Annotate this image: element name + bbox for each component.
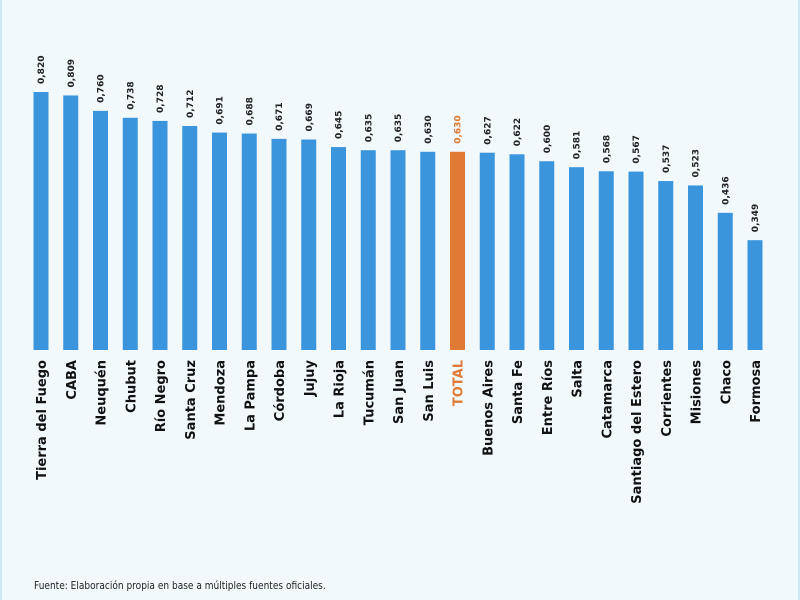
category-label-16: Santa Fe	[511, 360, 526, 424]
bar-10	[331, 147, 346, 350]
value-label-14: 0,630	[454, 115, 464, 143]
bar-22	[688, 185, 703, 350]
category-label-6: Mendoza	[214, 360, 229, 426]
bar-20	[628, 171, 644, 350]
bar-17	[539, 161, 555, 350]
value-label-9: 0,669	[305, 103, 315, 131]
source-note: Fuente: Elaboración propia en base a múl…	[34, 579, 326, 592]
value-label-20: 0,567	[632, 135, 642, 163]
bar-6	[212, 132, 227, 350]
bar-13	[420, 151, 436, 350]
category-label-9: Jujuy	[303, 359, 318, 397]
value-label-21: 0,537	[662, 145, 672, 173]
bar-12	[390, 150, 406, 350]
value-label-24: 0,349	[751, 204, 761, 232]
bar-21	[658, 181, 674, 350]
category-label-2: Neuquén	[95, 360, 110, 426]
category-label-20: Santiago del Estero	[630, 360, 645, 504]
value-label-19: 0,568	[602, 135, 612, 163]
bar-18	[569, 167, 584, 350]
bar-16	[509, 154, 525, 350]
category-label-22: Misiones	[690, 360, 705, 425]
value-label-1: 0,809	[67, 59, 77, 87]
bar-5	[182, 125, 198, 350]
category-label-19: Catamarca	[600, 360, 615, 439]
category-label-5: Santa Cruz	[184, 360, 199, 440]
value-label-18: 0,581	[573, 131, 583, 159]
category-label-23: Chaco	[719, 360, 734, 404]
category-label-10: La Rioja	[333, 360, 348, 418]
category-label-18: Salta	[571, 360, 586, 398]
bar-1	[63, 95, 79, 351]
bar-24	[747, 240, 763, 350]
value-label-6: 0,691	[216, 96, 226, 124]
value-label-23: 0,436	[721, 176, 731, 204]
value-label-3: 0,738	[126, 81, 136, 109]
bar-19	[598, 171, 614, 350]
value-label-0: 0,820	[37, 56, 47, 84]
value-label-4: 0,728	[156, 84, 166, 112]
value-label-12: 0,635	[394, 114, 404, 142]
value-label-15: 0,627	[483, 116, 493, 144]
value-label-10: 0,645	[335, 111, 345, 139]
bar-0	[33, 92, 49, 350]
bar-9	[301, 139, 317, 350]
category-label-1: CABA	[65, 360, 80, 400]
value-label-8: 0,671	[275, 102, 285, 130]
category-label-0: Tierra del Fuego	[35, 360, 50, 480]
bar-14	[450, 151, 465, 350]
value-label-7: 0,688	[245, 97, 255, 125]
bar-4	[152, 120, 168, 350]
value-label-17: 0,600	[543, 125, 553, 153]
category-label-7: La Pampa	[243, 360, 258, 431]
value-label-22: 0,523	[692, 149, 702, 177]
value-label-5: 0,712	[186, 90, 196, 118]
category-label-11: Tucumán	[362, 360, 377, 425]
category-label-17: Entre Ríos	[541, 360, 556, 436]
category-label-4: Río Negro	[154, 360, 169, 432]
value-label-16: 0,622	[513, 118, 523, 146]
bar-8	[271, 138, 287, 350]
category-label-15: Buenos Aires	[481, 360, 496, 456]
category-label-24: Formosa	[749, 360, 764, 423]
category-label-3: Chubut	[124, 360, 139, 413]
bar-7	[241, 133, 257, 350]
value-label-11: 0,635	[364, 114, 374, 142]
category-label-13: San Luis	[422, 360, 437, 422]
value-label-13: 0,630	[424, 115, 434, 143]
category-label-14: TOTAL	[452, 360, 467, 406]
category-label-21: Corrientes	[660, 360, 675, 437]
bar-2	[93, 110, 108, 350]
bar-3	[122, 117, 138, 350]
bar-23	[717, 212, 733, 350]
category-label-8: Córdoba	[273, 360, 288, 421]
category-label-12: San Juan	[392, 360, 407, 424]
bar-11	[360, 150, 376, 350]
value-label-2: 0,760	[97, 74, 107, 102]
bar-15	[479, 152, 495, 350]
